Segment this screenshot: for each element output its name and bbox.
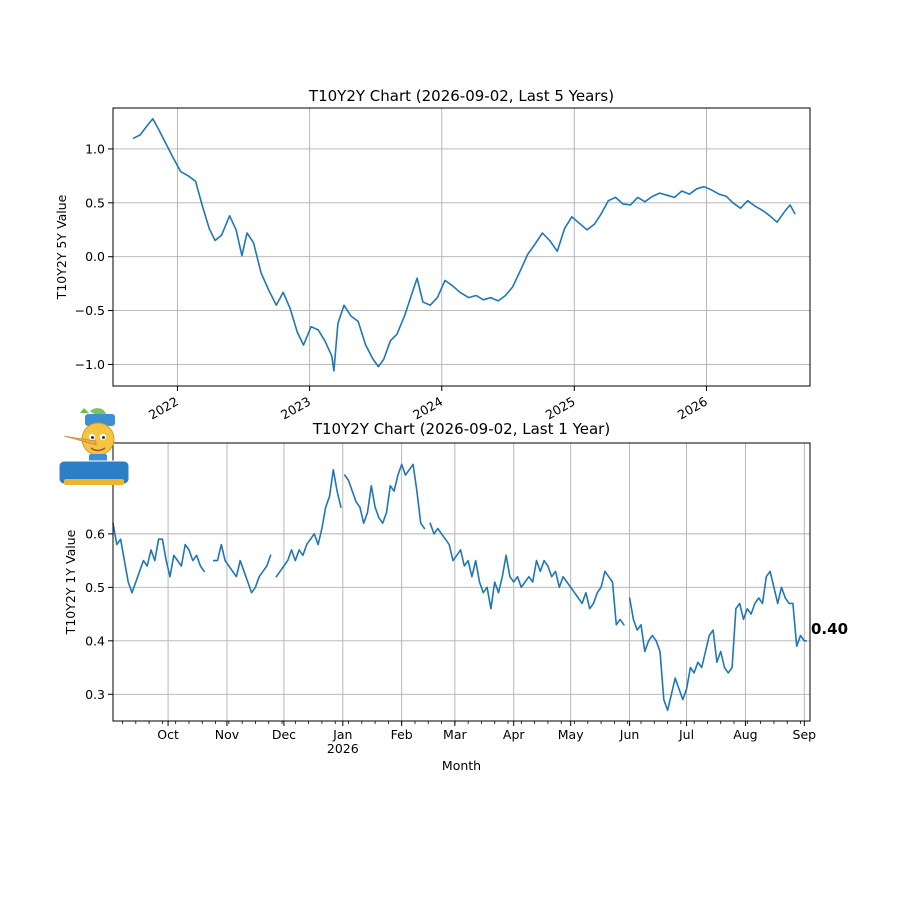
- x-tick-label: Dec: [272, 727, 296, 742]
- x-tick-label: Oct: [157, 727, 179, 742]
- chart-title-5y: T10Y2Y Chart (2026-09-02, Last 5 Years): [308, 87, 614, 105]
- x-tick-label: Jul: [678, 727, 694, 742]
- x-tick-sublabel: 2026: [327, 741, 359, 756]
- y-tick-label: 0.6: [85, 526, 105, 541]
- y-axis-label-1y: T10Y2Y 1Y Value: [63, 529, 78, 635]
- x-tick-label: Sep: [793, 727, 817, 742]
- y-tick-label: −1.0: [75, 357, 105, 372]
- x-tick-label: Feb: [391, 727, 413, 742]
- last-value-label: 0.40: [811, 620, 848, 638]
- x-tick-label: Jun: [619, 727, 640, 742]
- x-tick-label: Nov: [215, 727, 240, 742]
- chart-title-1y: T10Y2Y Chart (2026-09-02, Last 1 Year): [312, 420, 610, 438]
- series-line: [429, 522, 625, 626]
- x-tick-label: Apr: [503, 727, 525, 742]
- x-tick-label: Aug: [733, 727, 757, 742]
- y-tick-label: 0.5: [85, 580, 105, 595]
- x-axis-label-1y: Month: [442, 758, 481, 773]
- series-line: [275, 468, 342, 578]
- y-axis-label-5y: T10Y2Y 5Y Value: [54, 194, 69, 300]
- series-line: [628, 570, 807, 712]
- plot-frame-1y: [112, 442, 811, 722]
- x-tick-label: May: [558, 727, 584, 742]
- x-tick-label: Mar: [443, 727, 467, 742]
- y-tick-label: 0.5: [85, 195, 105, 210]
- y-tick-label: 0.0: [85, 249, 105, 264]
- series-line: [132, 118, 796, 372]
- series-line: [112, 522, 205, 594]
- series-line: [343, 463, 426, 530]
- plot-frame-5y: [112, 107, 811, 387]
- series-line: [212, 543, 272, 594]
- y-tick-label: 0.4: [85, 633, 105, 648]
- x-tick-label: Jan: [332, 727, 352, 742]
- y-tick-label: 0.3: [85, 687, 105, 702]
- y-tick-label: 1.0: [85, 141, 105, 156]
- mascot-logo: [58, 408, 130, 485]
- chart-5-year: 2022 2023 2024 2025 2026−1.0−0.50.00.51.0 T1…: [54, 87, 811, 423]
- y-tick-label: −0.5: [75, 303, 105, 318]
